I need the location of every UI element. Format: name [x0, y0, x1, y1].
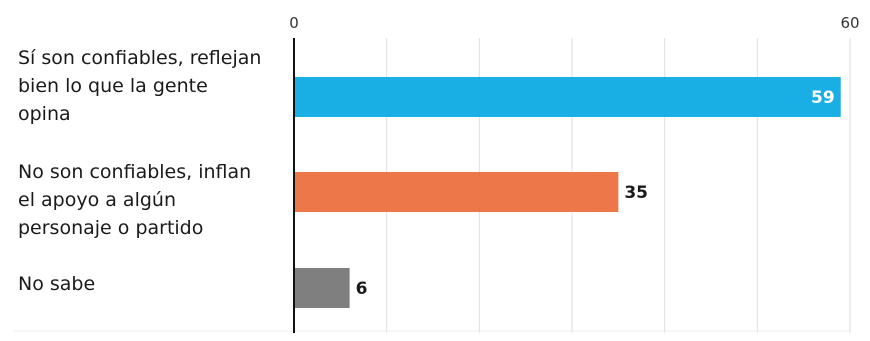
- x-tick-label-0: 0: [289, 14, 299, 32]
- category-label-1: Sí son confiables, reflejan bien lo que …: [18, 47, 262, 125]
- data-label-2: 35: [624, 183, 648, 203]
- bar-1: [294, 77, 841, 117]
- data-label-1: 59: [811, 88, 835, 108]
- bar-3: [294, 268, 350, 308]
- category-label-3: No sabe: [18, 273, 96, 295]
- bar-2: [294, 172, 619, 212]
- data-label-3: 6: [356, 279, 368, 299]
- x-tick-label-1: 60: [840, 14, 859, 32]
- category-label-2: No son confiables, inflan el apoyo a alg…: [18, 161, 252, 239]
